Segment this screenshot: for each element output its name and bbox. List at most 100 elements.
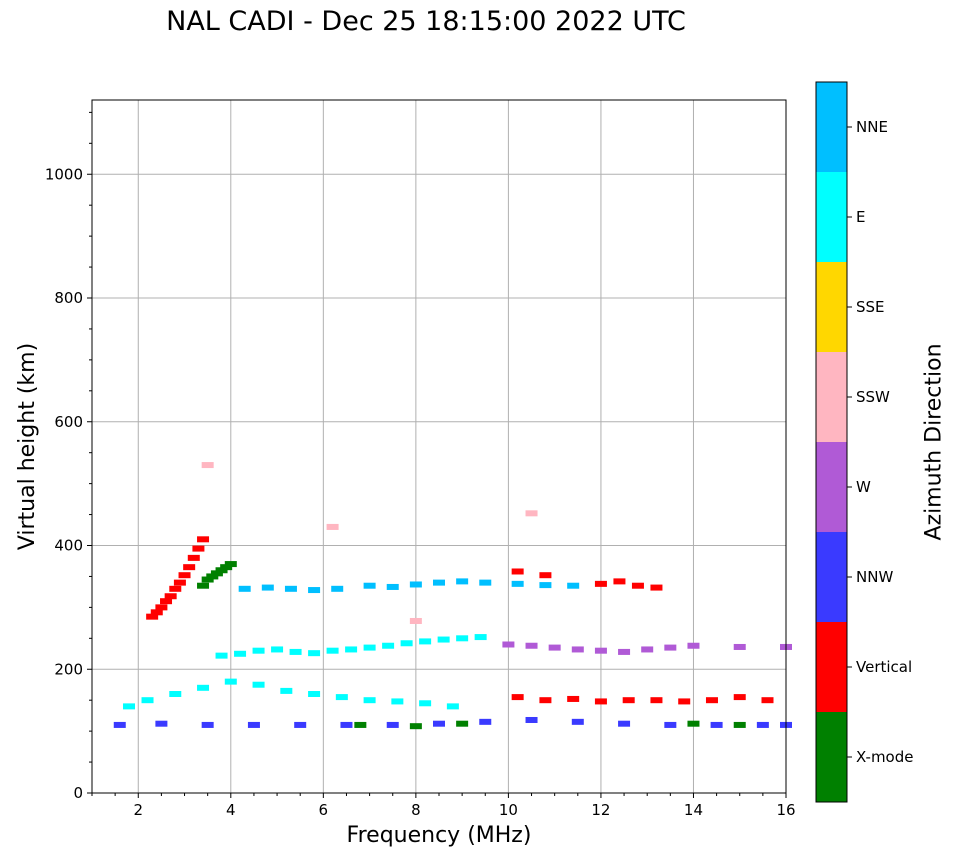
colorbar-tick-label: E: [856, 208, 865, 226]
data-point: [354, 721, 367, 728]
data-point: [618, 720, 631, 727]
data-point: [687, 720, 700, 727]
data-point: [446, 703, 459, 710]
data-point: [613, 578, 626, 585]
data-point: [502, 641, 515, 648]
data-point: [664, 721, 677, 728]
data-point: [567, 582, 580, 589]
data-point: [571, 718, 584, 725]
x-axis-ticks: 2 4 6 8 10 12 14 16: [91, 793, 796, 819]
data-point: [123, 703, 136, 710]
data-point: [756, 721, 769, 728]
data-point: [155, 720, 168, 727]
data-point: [456, 578, 469, 585]
colorbar-tick-label: NNW: [856, 568, 893, 586]
data-point: [271, 646, 284, 653]
data-point: [326, 523, 339, 530]
data-point: [525, 642, 538, 649]
data-point: [201, 576, 214, 583]
y-tick-label: 1000: [45, 165, 83, 183]
data-point: [197, 684, 210, 691]
data-point: [160, 598, 173, 605]
data-point: [252, 647, 265, 654]
x-tick-label: 10: [499, 801, 518, 819]
data-point: [308, 650, 321, 657]
colorbar-tick-label: W: [856, 478, 871, 496]
colorbar-tick-label: Vertical: [856, 658, 912, 676]
data-point: [169, 585, 182, 592]
data-point: [433, 579, 445, 586]
data-point: [437, 636, 450, 643]
data-point: [238, 585, 251, 592]
data-point: [113, 721, 126, 728]
data-point: [169, 691, 182, 697]
x-tick-label: 2: [133, 801, 143, 819]
y-tick-label: 200: [54, 660, 83, 678]
colorbar-segment: [816, 622, 847, 712]
data-point: [618, 648, 631, 655]
data-point: [192, 545, 205, 552]
data-point: [539, 572, 552, 579]
grid-lines: [92, 100, 787, 794]
data-point: [308, 691, 321, 697]
data-point: [224, 561, 237, 568]
data-point: [363, 697, 376, 704]
data-point: [335, 694, 348, 701]
data-point: [664, 644, 677, 651]
data-point: [456, 720, 469, 727]
data-point: [511, 568, 524, 575]
data-point: [340, 721, 353, 728]
colorbar-segment: [816, 82, 847, 172]
data-point: [433, 720, 445, 727]
data-point: [548, 644, 561, 651]
data-point: [280, 687, 293, 694]
data-point: [164, 593, 177, 600]
data-point: [183, 564, 196, 571]
data-point: [733, 643, 746, 650]
data-point: [474, 634, 487, 641]
data-point: [409, 581, 422, 588]
data-point: [150, 609, 163, 616]
data-point: [146, 613, 159, 620]
data-point: [650, 697, 663, 704]
data-point: [363, 582, 376, 589]
colorbar-segment: [816, 172, 847, 262]
data-point: [479, 718, 492, 725]
data-point: [206, 573, 219, 580]
data-point: [409, 617, 422, 624]
data-point: [705, 697, 718, 704]
data-point: [224, 678, 237, 685]
y-tick-label: 800: [54, 289, 83, 307]
data-point: [761, 697, 774, 704]
data-point: [525, 716, 538, 723]
data-point: [173, 579, 186, 586]
data-point: [539, 582, 552, 589]
data-point: [215, 652, 228, 659]
data-point: [155, 604, 168, 611]
chart-title: NAL CADI - Dec 25 18:15:00 2022 UTC: [166, 6, 686, 37]
data-point: [687, 642, 700, 649]
data-point: [525, 510, 538, 517]
data-point: [331, 585, 344, 592]
plot-frame: [91, 99, 787, 794]
data-point: [511, 694, 524, 701]
data-point: [571, 646, 584, 653]
data-point: [382, 642, 395, 649]
data-point: [594, 580, 607, 587]
data-point: [391, 698, 404, 705]
colorbar-segment: [816, 352, 847, 442]
x-tick-label: 14: [684, 801, 703, 819]
y-tick-label: 400: [54, 537, 83, 555]
x-tick-label: 4: [226, 801, 236, 819]
data-point: [252, 681, 265, 688]
data-point: [210, 570, 223, 577]
data-point: [363, 644, 376, 651]
data-point: [234, 650, 247, 657]
data-point: [419, 638, 432, 645]
x-axis-label: Frequency (MHz): [347, 823, 532, 848]
data-point: [178, 572, 191, 579]
y-tick-label: 0: [73, 784, 83, 802]
data-point: [141, 697, 154, 704]
data-point: [594, 698, 607, 705]
